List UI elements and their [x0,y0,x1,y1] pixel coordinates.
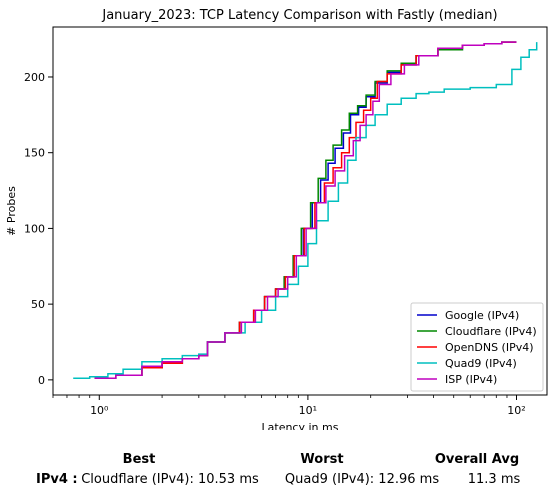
series-line-4 [94,41,517,380]
chart-title: January_2023: TCP Latency Comparison wit… [101,8,497,23]
y-tick-label-0: 0 [38,374,45,387]
legend-label-1: Cloudflare (IPv4) [445,325,537,338]
best-header: Best [122,452,156,467]
x-tick-label-2: 10² [507,404,525,417]
y-tick-label-1: 50 [31,298,45,311]
legend-label-2: OpenDNS (IPv4) [445,341,534,354]
y-tick-label-3: 150 [24,147,45,160]
legend-label-3: Quad9 (IPv4) [445,357,517,370]
legend-label-0: Google (IPv4) [445,309,519,322]
ipv4-row-label: IPv4 : [36,472,78,487]
worst-header: Worst [300,452,344,467]
y-axis-label: # Probes [5,186,18,236]
latency-chart: January_2023: TCP Latency Comparison wit… [5,8,548,430]
overall-avg-value: 11.3 ms [467,472,521,487]
y-tick-label-4: 200 [24,71,45,84]
legend-label-4: ISP (IPv4) [445,373,497,386]
best-value: Cloudflare (IPv4): 10.53 ms [81,472,259,487]
x-axis-label: Latency in ms [262,421,339,430]
chart-legend: Google (IPv4) Cloudflare (IPv4) OpenDNS (I… [410,302,544,392]
overall-avg-header: Overall Avg [434,452,520,467]
worst-value: Quad9 (IPv4): 12.96 ms [284,472,440,487]
y-tick-label-2: 100 [24,222,45,235]
x-tick-label-1: 10¹ [299,404,317,417]
legend-box [410,302,544,392]
plot-area: 10⁰ 10¹ 10² 0 50 100 150 200 [24,41,538,417]
plot-frame [52,26,548,396]
x-tick-label-0: 10⁰ [90,404,109,417]
